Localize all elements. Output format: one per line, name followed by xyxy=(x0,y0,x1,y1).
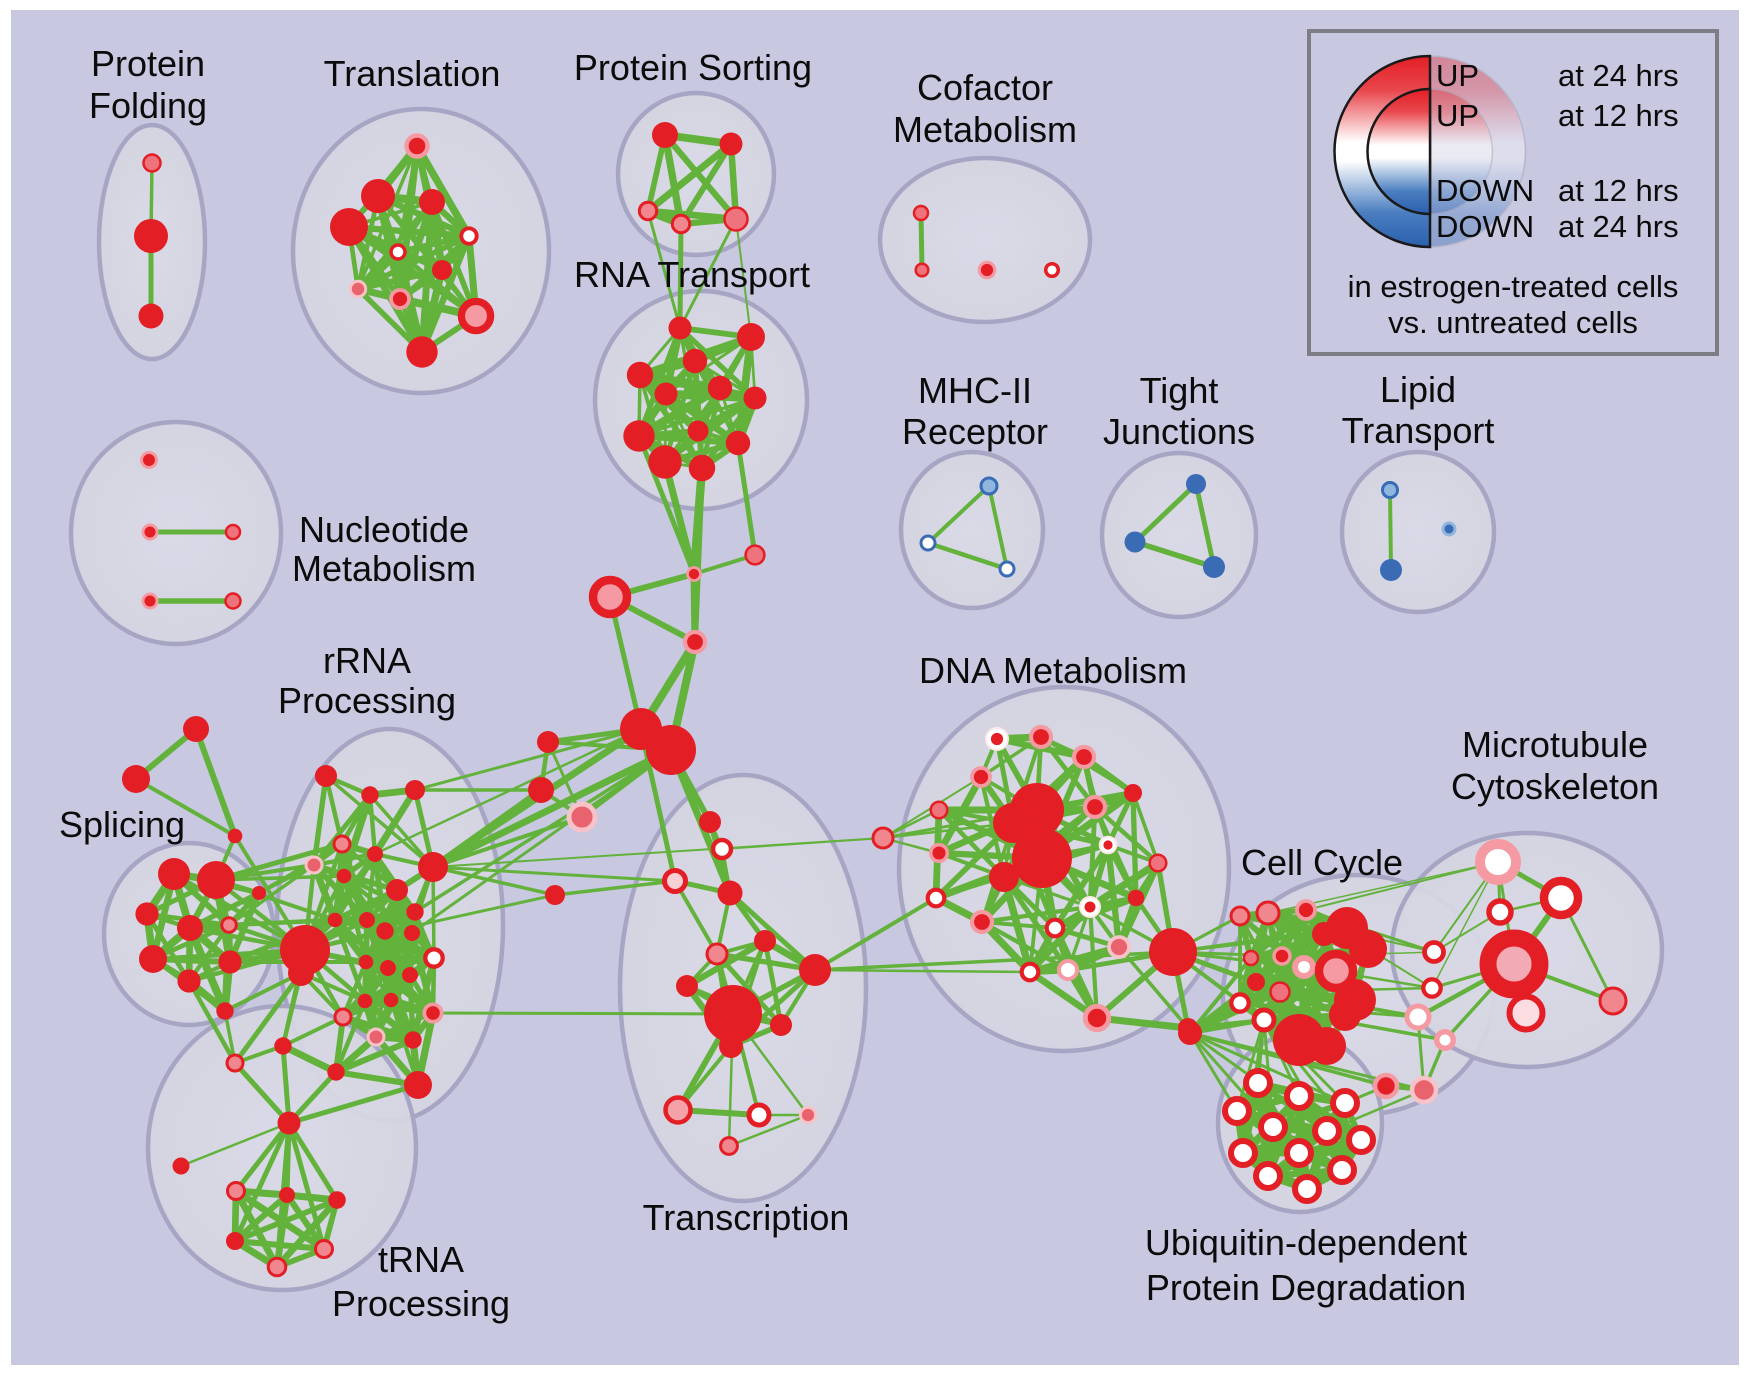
svg-text:UP: UP xyxy=(1436,58,1479,93)
svg-text:Folding: Folding xyxy=(89,85,207,126)
svg-text:rRNA: rRNA xyxy=(323,640,411,681)
svg-text:Tight: Tight xyxy=(1140,370,1219,411)
svg-text:UP: UP xyxy=(1436,98,1479,133)
svg-text:Protein Degradation: Protein Degradation xyxy=(1146,1267,1466,1308)
svg-text:Cytoskeleton: Cytoskeleton xyxy=(1451,766,1659,807)
svg-text:Microtubule: Microtubule xyxy=(1462,724,1648,765)
svg-text:DOWN: DOWN xyxy=(1436,209,1534,244)
svg-text:Junctions: Junctions xyxy=(1103,411,1255,452)
svg-text:Ubiquitin-dependent: Ubiquitin-dependent xyxy=(1145,1222,1467,1263)
svg-text:DOWN: DOWN xyxy=(1436,173,1534,208)
svg-text:at 12 hrs: at 12 hrs xyxy=(1558,98,1679,133)
svg-text:Protein: Protein xyxy=(91,43,205,84)
svg-text:Splicing: Splicing xyxy=(59,804,185,845)
svg-text:Translation: Translation xyxy=(324,53,501,94)
svg-text:tRNA: tRNA xyxy=(378,1239,464,1280)
svg-text:Nucleotide: Nucleotide xyxy=(299,509,469,550)
svg-text:Cofactor: Cofactor xyxy=(917,67,1053,108)
svg-text:Receptor: Receptor xyxy=(902,411,1048,452)
svg-text:Protein Sorting: Protein Sorting xyxy=(574,47,812,88)
svg-text:RNA Transport: RNA Transport xyxy=(574,254,810,295)
svg-text:MHC-II: MHC-II xyxy=(918,370,1032,411)
svg-text:Metabolism: Metabolism xyxy=(893,109,1077,150)
svg-text:Transcription: Transcription xyxy=(643,1197,850,1238)
svg-text:vs. untreated cells: vs. untreated cells xyxy=(1388,305,1638,340)
svg-text:Lipid: Lipid xyxy=(1380,369,1456,410)
svg-text:at 24 hrs: at 24 hrs xyxy=(1558,209,1679,244)
svg-text:Cell Cycle: Cell Cycle xyxy=(1241,842,1403,883)
svg-text:at 24 hrs: at 24 hrs xyxy=(1558,58,1679,93)
svg-text:at 12 hrs: at 12 hrs xyxy=(1558,173,1679,208)
svg-text:Metabolism: Metabolism xyxy=(292,548,476,589)
svg-text:DNA Metabolism: DNA Metabolism xyxy=(919,650,1187,691)
svg-text:Processing: Processing xyxy=(278,680,456,721)
svg-text:Processing: Processing xyxy=(332,1283,510,1324)
svg-text:in estrogen-treated cells: in estrogen-treated cells xyxy=(1348,269,1679,304)
svg-text:Transport: Transport xyxy=(1342,410,1495,451)
